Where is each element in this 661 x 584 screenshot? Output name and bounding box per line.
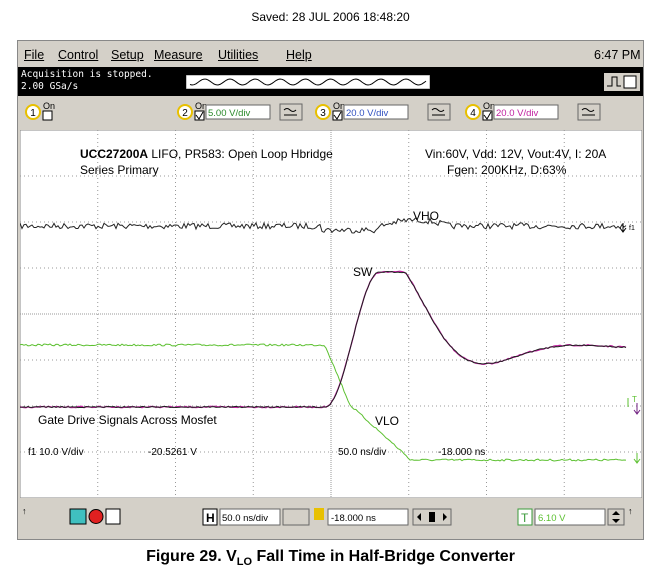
- toolbar-controls: ↑ H 50.0 ns/div -18.000 ns T 6.10 V ↑: [22, 506, 633, 526]
- channel-number: 4: [470, 108, 476, 119]
- timebase: 50.0 ns/div: [338, 447, 386, 458]
- vho-label: VHO: [413, 209, 439, 223]
- channel-controls: 1 On 2 On 5.00 V/div 3 On 20.0 V/div: [25, 101, 601, 121]
- channel-row: 1 On 2 On 5.00 V/div 3 On 20.0 V/div: [18, 97, 643, 127]
- toolbar-delay[interactable]: -18.000 ns: [331, 513, 376, 524]
- figure-caption: Figure 29. VLO Fall Time in Half-Bridge …: [146, 548, 515, 569]
- acq-state: Acquisition is stopped.: [21, 69, 153, 80]
- channel-scale: 20.0 V/div: [496, 108, 538, 119]
- trigger-level[interactable]: 6.10 V: [538, 513, 566, 524]
- h-label: H: [206, 511, 215, 525]
- sw-trace: [20, 270, 627, 409]
- bottom-toolbar: ↑ H 50.0 ns/div -18.000 ns T 6.10 V ↑: [18, 500, 643, 538]
- f1-scale: f1 10.0 V/div: [28, 447, 84, 458]
- delay: -18.000 ns: [438, 447, 485, 458]
- channel-1[interactable]: 1 On: [25, 101, 55, 121]
- menu-item[interactable]: Help: [286, 48, 312, 62]
- saved-stamp: Saved: 28 JUL 2006 18:48:20: [251, 10, 410, 24]
- generator: Fgen: 200KHz, D:63%: [447, 163, 567, 177]
- f1-offset: -20.5261 V: [148, 447, 197, 458]
- overview: [186, 75, 430, 89]
- screen-title: UCC27200A LIFO, PR583: Open Loop Hbridge: [80, 147, 333, 161]
- vlo-label: VLO: [375, 414, 399, 428]
- grid: [20, 130, 642, 498]
- menu-item[interactable]: File: [24, 48, 45, 62]
- clock: 6:47 PM: [594, 48, 641, 62]
- status-bar: Acquisition is stopped. 2.00 GSa/s: [18, 67, 643, 96]
- scope-screen: UCC27200A LIFO, PR583: Open Loop Hbridge…: [20, 130, 642, 498]
- run-buttons[interactable]: [69, 508, 121, 525]
- svg-text:↑: ↑: [628, 506, 633, 516]
- channel-number: 1: [30, 108, 36, 119]
- trigger-icons[interactable]: [604, 73, 640, 91]
- vlo-trace: [20, 343, 627, 462]
- t-label: T: [521, 511, 529, 525]
- channel-number: 3: [320, 108, 326, 119]
- channel-scale: 5.00 V/div: [208, 108, 250, 119]
- channel-on: On: [195, 101, 207, 111]
- channel-number: 2: [182, 108, 188, 119]
- channel-scale: 20.0 V/div: [346, 108, 388, 119]
- channel-on: On: [333, 101, 345, 111]
- menu-item[interactable]: Setup: [111, 48, 144, 62]
- channel-3[interactable]: 3 On 20.0 V/div: [315, 101, 451, 121]
- toolbar-timebase[interactable]: 50.0 ns/div: [222, 513, 268, 524]
- note: Gate Drive Signals Across Mosfet: [38, 413, 217, 427]
- menu-bar: File Control Setup Measure Utilities Hel…: [18, 44, 643, 66]
- sw-label: SW: [353, 265, 373, 279]
- menu-item[interactable]: Measure: [154, 48, 203, 62]
- f1-marker: f1: [629, 225, 635, 232]
- channel-on: On: [43, 101, 55, 111]
- channel-on: On: [483, 101, 495, 111]
- channel-4[interactable]: 4 On 20.0 V/div: [465, 101, 601, 121]
- toolbar-icon: ↑: [22, 506, 27, 516]
- sample-rate: 2.00 GSa/s: [21, 81, 79, 92]
- menu-item[interactable]: Control: [58, 48, 99, 62]
- conditions: Vin:60V, Vdd: 12V, Vout:4V, I: 20A: [425, 147, 606, 161]
- channel-2[interactable]: 2 On 5.00 V/div: [177, 101, 303, 121]
- screen-subtitle: Series Primary: [80, 163, 159, 177]
- t-marker: T: [632, 395, 637, 404]
- menu-item[interactable]: Utilities: [218, 48, 259, 62]
- vho-trace: [20, 216, 627, 234]
